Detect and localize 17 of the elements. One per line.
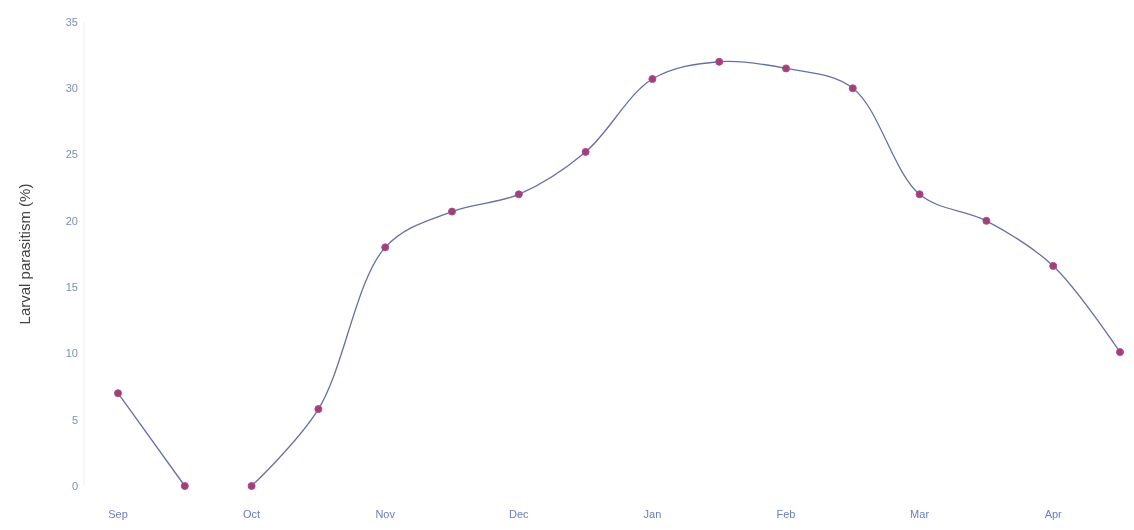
x-tick-label: Apr <box>1044 508 1063 520</box>
y-tick-label: 10 <box>65 347 78 360</box>
y-tick-label: 15 <box>65 280 78 293</box>
x-tick-label: Dec <box>509 508 530 520</box>
x-tick-label: Feb <box>776 508 796 520</box>
x-tick-label: Mar <box>910 508 930 520</box>
y-tick-label: 30 <box>65 82 78 95</box>
x-tick-label: Nov <box>375 508 396 520</box>
y-tick-label: 35 <box>65 15 78 28</box>
y-tick-label: 5 <box>71 413 78 426</box>
y-tick-label: 20 <box>65 214 78 227</box>
y-tick-label: 25 <box>65 148 78 161</box>
x-tick-label: Jan <box>643 508 662 520</box>
x-tick-label: Sep <box>108 508 128 520</box>
y-axis-title: Larval parasitism (%) <box>16 183 33 325</box>
x-tick-label: Oct <box>243 508 261 520</box>
y-tick-label: 0 <box>71 479 78 492</box>
